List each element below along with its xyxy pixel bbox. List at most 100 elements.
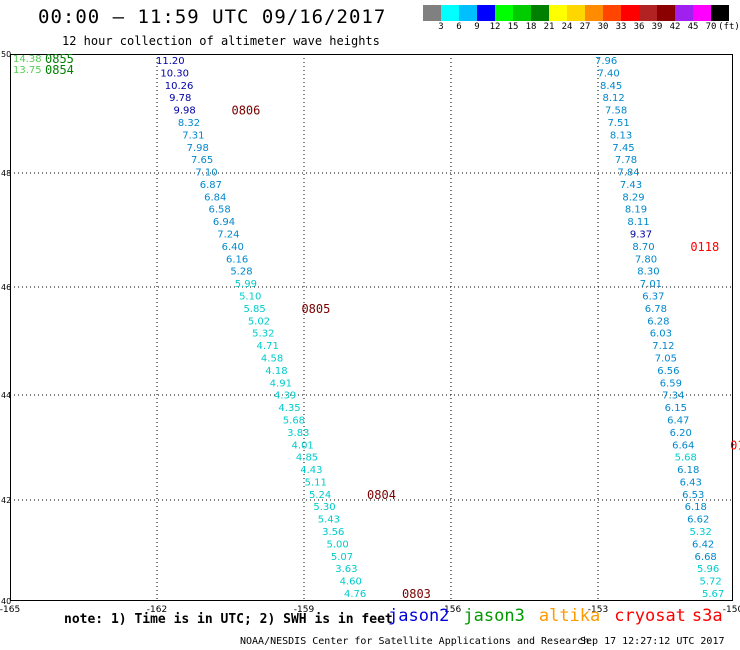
wave-height-label: 5.72: [700, 577, 722, 588]
colorbar-swatch: [495, 5, 513, 21]
wave-height-label: 10.26: [165, 81, 194, 92]
wave-height-label: 6.94: [213, 217, 235, 228]
legend-item: s3a: [691, 606, 723, 626]
colorbar-label: 24: [561, 22, 573, 32]
credit-text: NOAA/NESDIS Center for Satellite Applica…: [240, 636, 590, 647]
wave-height-label: 4.76: [344, 589, 366, 600]
wave-height-label: 6.87: [200, 180, 222, 191]
wave-height-label: 5.07: [331, 552, 353, 563]
wave-height-label: 8.70: [632, 242, 654, 253]
colorbar-label: 15: [507, 22, 519, 32]
pass-time-label: 0803: [402, 587, 431, 601]
wave-height-label: 13.75: [13, 65, 42, 76]
legend-item: altika: [538, 606, 601, 626]
wave-height-label: 7.12: [652, 341, 674, 352]
wave-height-label: 6.15: [665, 403, 687, 414]
pass-time-label: 0805: [301, 302, 330, 316]
colorbar-label: 12: [489, 22, 501, 32]
wave-height-label: 5.11: [305, 477, 327, 488]
wave-height-label: 6.62: [687, 515, 709, 526]
colorbar-labels: 3 6 9 12 15 18 21 24 27 30 33 36 39 42 45 70 (ft): [423, 22, 740, 34]
wave-height-label: 6.53: [682, 490, 704, 501]
wave-height-label: 7.43: [620, 180, 642, 191]
legend-item: jason2: [388, 606, 450, 626]
wave-height-label: 3.56: [322, 527, 344, 538]
colorbar-label: 30: [597, 22, 609, 32]
wave-height-label: 6.40: [222, 242, 244, 253]
wave-height-label: 4.18: [265, 366, 287, 377]
wave-height-label: 7.24: [217, 230, 239, 241]
colorbar-label: 39: [651, 22, 663, 32]
wave-height-label: 5.24: [309, 490, 331, 501]
wave-height-label: 8.32: [178, 118, 200, 129]
colorbar-label: 6: [456, 22, 462, 32]
wave-height-label: 3.63: [335, 564, 357, 575]
wave-height-label: 6.28: [647, 316, 669, 327]
wave-height-label: 7.78: [615, 155, 637, 166]
wave-height-label: 5.99: [235, 279, 257, 290]
wave-height-label: 5.28: [230, 267, 252, 278]
colorbar-label: 21: [543, 22, 555, 32]
wave-height-label: 7.65: [191, 155, 213, 166]
pass-time-label: 0855: [45, 52, 74, 66]
units-note: note: 1) Time is in UTC; 2) SWH is in fe…: [64, 612, 393, 627]
colorbar-label: 9: [474, 22, 480, 32]
map-grid: [10, 54, 733, 601]
pass-time-label: 0854: [45, 63, 74, 77]
wave-height-label: 4.58: [261, 353, 283, 364]
generated-timestamp: Sep 17 12:27:12 UTC 2017: [580, 636, 725, 647]
x-tick-label: -156: [441, 605, 462, 615]
wave-height-label: 6.64: [672, 440, 694, 451]
wave-height-label: 5.85: [243, 304, 265, 315]
wave-height-label: 6.42: [692, 539, 714, 550]
wave-height-label: 7.45: [612, 143, 634, 154]
wave-height-label: 8.45: [600, 81, 622, 92]
colorbar-label: 33: [615, 22, 627, 32]
y-tick-label: 42: [1, 496, 11, 505]
wave-height-label: 6.56: [657, 366, 679, 377]
wave-height-label: 6.20: [670, 428, 692, 439]
wave-height-label: 3.83: [287, 428, 309, 439]
wave-height-label: 9.78: [169, 93, 191, 104]
colorbar-swatch: [657, 5, 675, 21]
wave-height-label: 9.37: [630, 230, 652, 241]
wave-height-label: 6.18: [685, 502, 707, 513]
colorbar-swatch: [459, 5, 477, 21]
pass-time-label: 0117: [730, 438, 740, 452]
wave-height-label: 7.10: [195, 168, 217, 179]
colorbar-swatch: [531, 5, 549, 21]
colorbar-label: 70: [705, 22, 717, 32]
colorbar-swatch: [585, 5, 603, 21]
colorbar-label: 3: [438, 22, 444, 32]
wave-height-label: 7.31: [182, 130, 204, 141]
wave-height-label: 6.58: [208, 205, 230, 216]
wave-height-label: 7.98: [187, 143, 209, 154]
legend-item: cryosat: [614, 606, 686, 626]
wave-height-label: 7.51: [607, 118, 629, 129]
wave-height-label: 4.71: [257, 341, 279, 352]
wave-height-label: 4.43: [300, 465, 322, 476]
x-tick-label: -159: [294, 605, 315, 615]
colorbar-swatch: [621, 5, 639, 21]
wave-height-label: 5.32: [252, 329, 274, 340]
colorbar-swatch: [513, 5, 531, 21]
wave-height-label: 6.78: [645, 304, 667, 315]
altimeter-track: 7.967.40 8.458.12 7.587.518.13 7.457.78 7.84…: [595, 56, 740, 600]
colorbar-label: 18: [525, 22, 537, 32]
wave-height-label: 4.01: [292, 440, 314, 451]
colorbar-swatch: [477, 5, 495, 21]
wave-height-label: 5.02: [248, 316, 270, 327]
colorbar-swatch: [549, 5, 567, 21]
y-tick-label: 44: [1, 391, 11, 400]
pass-time-label: 0804: [367, 488, 396, 502]
colorbar-swatch: [567, 5, 585, 21]
wave-height-label: 6.16: [226, 254, 248, 265]
wave-height-label: 6.68: [695, 552, 717, 563]
wave-height-label: 6.84: [204, 192, 226, 203]
x-tick-label: -150: [723, 605, 740, 615]
wave-height-label: 4.39: [274, 391, 296, 402]
wave-height-label: 6.43: [680, 477, 702, 488]
wave-height-label: 5.43: [318, 515, 340, 526]
wave-height-label: 7.40: [597, 68, 619, 79]
colorbar: [423, 5, 729, 21]
